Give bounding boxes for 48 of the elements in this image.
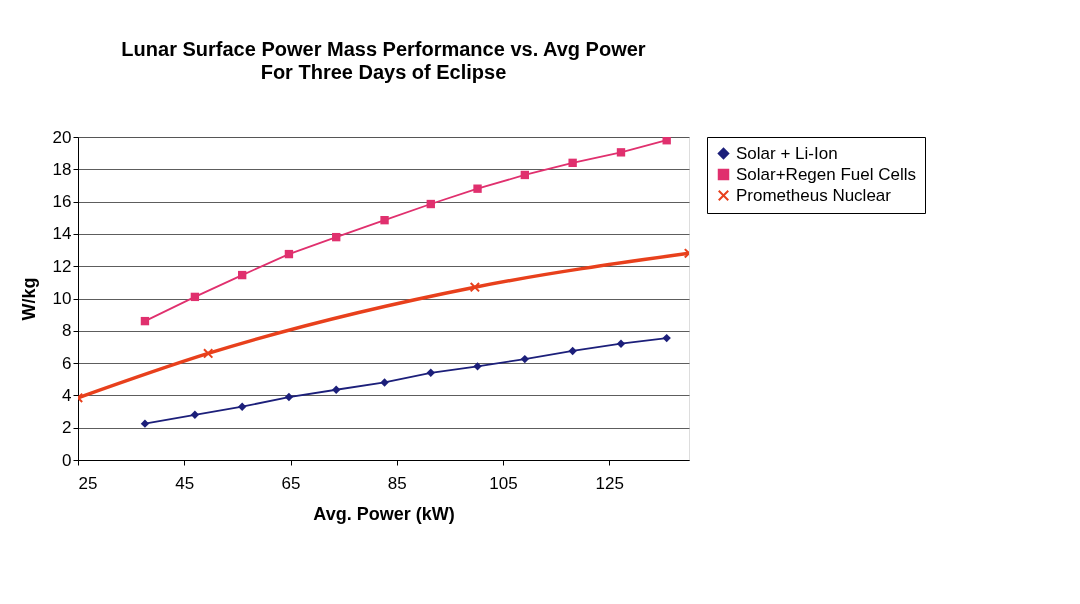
point: [237, 270, 247, 280]
y-tick-label: 18: [52, 159, 72, 179]
point: [473, 184, 482, 193]
legend-label: Solar + Li-Ion: [736, 143, 838, 163]
point: [568, 346, 577, 356]
y-tick-label: 8: [62, 321, 72, 341]
point: [140, 419, 150, 428]
y-tick-label: 4: [62, 385, 72, 405]
y-axis-title: W/kg: [18, 277, 39, 321]
x-tick-label: 25: [78, 473, 98, 493]
point: [473, 362, 482, 371]
point: [190, 292, 200, 302]
point: [426, 199, 435, 209]
point: [284, 249, 294, 259]
x-tick-label: 85: [387, 473, 407, 493]
chart-title: Lunar Surface Power Mass Performance vs. Avg Power: [121, 38, 646, 60]
x-tick-label: 65: [281, 473, 301, 493]
y-tick-label: 10: [52, 289, 72, 308]
y-tick-label: 2: [62, 418, 72, 438]
x-tick-label: 45: [175, 473, 195, 493]
y-tick-label: 20: [52, 127, 72, 147]
point: [616, 339, 626, 348]
point: [380, 378, 389, 387]
point: [332, 385, 341, 394]
legend-label: Solar+Regen Fuel Cells: [736, 164, 917, 184]
point: [284, 392, 294, 402]
point: [380, 215, 389, 225]
y-tick-label: 6: [62, 353, 72, 373]
point: [140, 316, 150, 326]
point: [426, 368, 435, 377]
point: [190, 410, 200, 419]
x-tick-label: 125: [595, 473, 624, 493]
y-tick-label: 16: [52, 192, 72, 212]
point: [662, 137, 671, 145]
point: [662, 333, 671, 343]
point: [616, 148, 626, 157]
point: [332, 232, 341, 242]
x-tick-label: 105: [489, 473, 518, 493]
point: [568, 158, 577, 168]
point: [520, 354, 530, 364]
point: [237, 402, 247, 411]
point: [520, 170, 530, 180]
legend-label: Prometheus Nuclear: [736, 185, 892, 205]
y-tick-label: 14: [52, 224, 72, 244]
y-tick-label: 0: [62, 450, 72, 470]
x-axis-title: Avg. Power (kW): [313, 503, 455, 524]
chart-subtitle: For Three Days of Eclipse: [260, 61, 507, 83]
y-tick-label: 12: [52, 256, 72, 276]
